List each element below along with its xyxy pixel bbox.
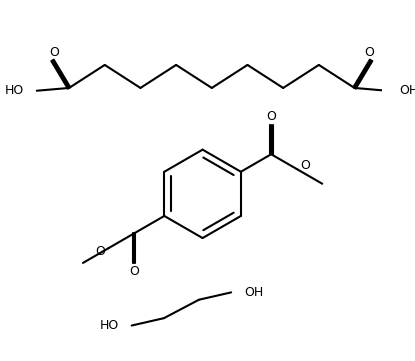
Text: OH: OH [244, 286, 263, 299]
Text: O: O [95, 245, 105, 258]
Text: O: O [364, 45, 374, 58]
Text: O: O [49, 45, 59, 58]
Text: OH: OH [400, 84, 415, 97]
Text: O: O [129, 265, 139, 278]
Text: O: O [300, 159, 310, 172]
Text: O: O [266, 110, 276, 123]
Text: HO: HO [5, 84, 24, 97]
Text: HO: HO [100, 319, 119, 332]
